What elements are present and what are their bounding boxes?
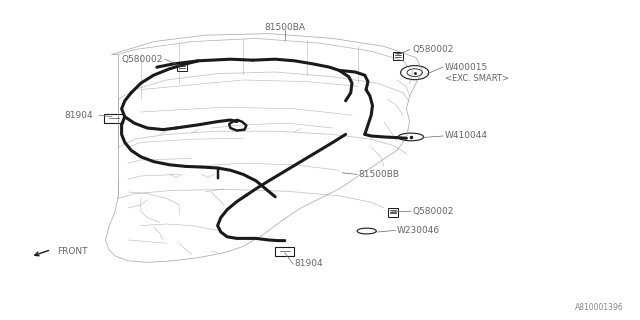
Text: FRONT: FRONT [58,247,88,256]
Text: 81904: 81904 [64,111,93,120]
Bar [388,208,398,217]
Text: 81904: 81904 [294,260,323,268]
Bar [177,63,187,71]
Text: 81500BA: 81500BA [264,23,305,32]
Text: Q580002: Q580002 [413,207,454,216]
Text: A810001396: A810001396 [575,303,624,312]
Text: <EXC. SMART>: <EXC. SMART> [445,74,509,83]
Bar [104,114,123,123]
Text: 81500BB: 81500BB [358,170,399,179]
Text: Q580002: Q580002 [413,45,454,54]
Bar [393,52,403,60]
Text: W410044: W410044 [445,132,488,140]
Text: W400015: W400015 [445,63,488,72]
Text: Q580002: Q580002 [122,55,163,64]
Text: W230046: W230046 [397,226,440,235]
Bar [275,247,294,256]
